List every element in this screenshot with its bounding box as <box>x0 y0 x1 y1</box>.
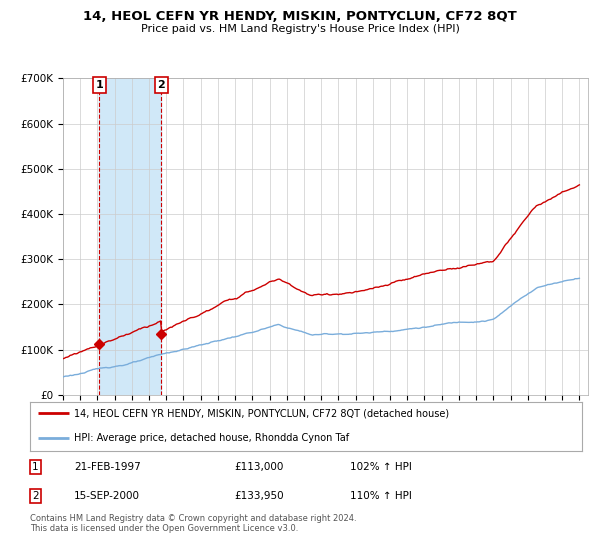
Text: Contains HM Land Registry data © Crown copyright and database right 2024.
This d: Contains HM Land Registry data © Crown c… <box>30 514 356 534</box>
Text: 21-FEB-1997: 21-FEB-1997 <box>74 463 141 472</box>
Text: 1: 1 <box>95 80 103 90</box>
Text: £133,950: £133,950 <box>234 491 284 501</box>
Text: 14, HEOL CEFN YR HENDY, MISKIN, PONTYCLUN, CF72 8QT (detached house): 14, HEOL CEFN YR HENDY, MISKIN, PONTYCLU… <box>74 408 449 418</box>
Text: 15-SEP-2000: 15-SEP-2000 <box>74 491 140 501</box>
Text: 110% ↑ HPI: 110% ↑ HPI <box>350 491 412 501</box>
Text: 2: 2 <box>157 80 165 90</box>
Text: 102% ↑ HPI: 102% ↑ HPI <box>350 463 412 472</box>
Text: HPI: Average price, detached house, Rhondda Cynon Taf: HPI: Average price, detached house, Rhon… <box>74 433 349 443</box>
Text: 2: 2 <box>32 491 39 501</box>
Text: £113,000: £113,000 <box>234 463 284 472</box>
Bar <box>100 78 161 395</box>
Text: 1: 1 <box>32 463 39 472</box>
Text: Price paid vs. HM Land Registry's House Price Index (HPI): Price paid vs. HM Land Registry's House … <box>140 24 460 34</box>
Text: 14, HEOL CEFN YR HENDY, MISKIN, PONTYCLUN, CF72 8QT: 14, HEOL CEFN YR HENDY, MISKIN, PONTYCLU… <box>83 10 517 22</box>
